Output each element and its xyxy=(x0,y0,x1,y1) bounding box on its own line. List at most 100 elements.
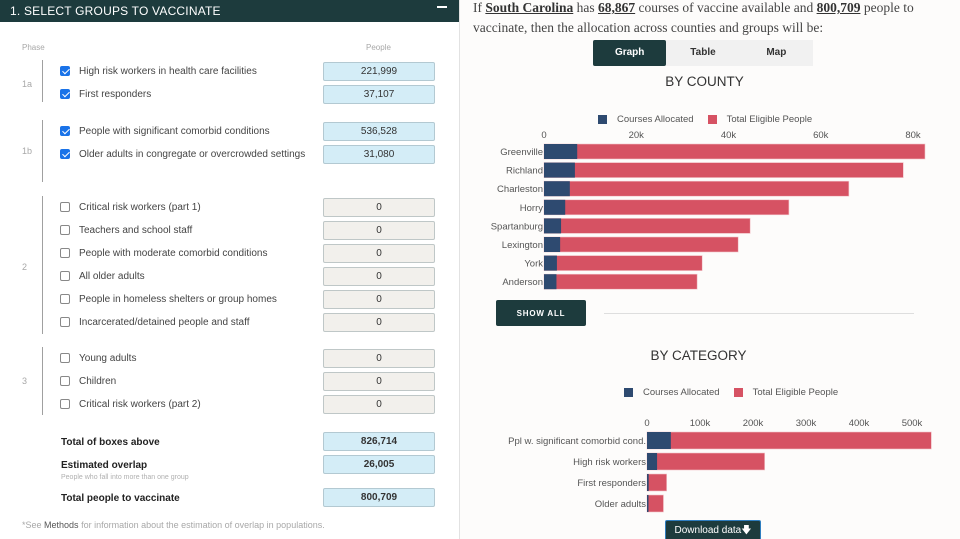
courses-bar[interactable] xyxy=(544,237,561,252)
group-checkbox[interactable] xyxy=(60,271,70,281)
panel-header[interactable]: 1. SELECT GROUPS TO VACCINATE xyxy=(0,0,459,22)
group-checkbox[interactable] xyxy=(60,353,70,363)
x-tick-label: 300k xyxy=(796,418,817,429)
phase-divider xyxy=(42,120,43,182)
group-people-input[interactable]: 0 xyxy=(323,221,435,240)
eligible-bar[interactable] xyxy=(646,431,932,450)
eligible-bar[interactable] xyxy=(543,180,850,197)
x-tick-label: 500k xyxy=(902,418,923,429)
group-people-input[interactable]: 0 xyxy=(323,372,435,391)
county-bar-chart: 0 20k 40k 60k 80k Greenville Richland Charlesto… xyxy=(491,130,926,290)
allocation-panel: If South Carolina has 68,867 courses of … xyxy=(461,0,960,539)
group-row: First responders 37,107 xyxy=(60,85,440,104)
group-checkbox[interactable] xyxy=(60,248,70,258)
group-checkbox[interactable] xyxy=(60,399,70,409)
legend-courses-label: Courses Allocated xyxy=(617,114,694,125)
eligible-bar[interactable] xyxy=(646,473,667,492)
group-checkbox[interactable] xyxy=(60,225,70,235)
group-row: Incarcerated/detained people and staff 0 xyxy=(60,313,440,332)
tab-table[interactable]: Table xyxy=(690,47,716,58)
minus-icon[interactable] xyxy=(437,6,447,8)
x-tick-label: 100k xyxy=(690,418,711,429)
eligible-bar[interactable] xyxy=(543,255,703,271)
phase-label: 1a xyxy=(22,79,33,89)
group-people-input[interactable]: 536,528 xyxy=(323,122,435,141)
category-label: Charleston xyxy=(497,184,543,195)
eligible-swatch xyxy=(733,388,743,397)
eligible-bar[interactable] xyxy=(543,199,790,216)
group-people-input[interactable]: 0 xyxy=(323,395,435,414)
download-data-button[interactable]: Download data🡇 xyxy=(665,520,761,539)
courses-bar[interactable] xyxy=(544,199,566,215)
tab-map[interactable]: Map xyxy=(766,47,787,58)
phase-label: 2 xyxy=(22,262,28,272)
legend-eligible: Total Eligible People xyxy=(707,114,812,125)
eligible-bar[interactable] xyxy=(543,162,904,178)
group-people-input[interactable]: 37,107 xyxy=(323,85,435,104)
eligible-bar[interactable] xyxy=(646,452,765,471)
group-row: People in homeless shelters or group hom… xyxy=(60,290,440,309)
state-link[interactable]: South Carolina xyxy=(485,0,574,15)
x-tick-label: 200k xyxy=(743,418,764,429)
category-label: Ppl w. significant comorbid cond. xyxy=(508,436,646,447)
courses-bar[interactable] xyxy=(544,255,557,271)
overlap-value: 26,005 xyxy=(323,455,435,474)
group-checkbox[interactable] xyxy=(60,66,70,76)
group-checkbox[interactable] xyxy=(60,317,70,327)
eligible-bar[interactable] xyxy=(646,494,664,513)
county-chart-legend: Courses Allocated Total Eligible People xyxy=(598,114,826,125)
legend-courses-label: Courses Allocated xyxy=(643,387,720,398)
courses-bar[interactable] xyxy=(544,144,578,159)
eligible-bar[interactable] xyxy=(543,218,751,234)
group-checkbox[interactable] xyxy=(60,149,70,159)
group-label: People with moderate comorbid conditions xyxy=(79,248,268,259)
group-row: People with significant comorbid conditi… xyxy=(60,122,440,141)
eligible-bar[interactable] xyxy=(543,236,739,253)
courses-bar[interactable] xyxy=(647,453,658,470)
category-chart-title: BY CATEGORY xyxy=(650,348,747,363)
group-row: Children 0 xyxy=(60,372,440,391)
group-row: Teachers and school staff 0 xyxy=(60,221,440,240)
people-to-vaccinate-link[interactable]: 800,709 xyxy=(816,0,861,15)
x-tick-label: 20k xyxy=(629,130,645,141)
group-checkbox[interactable] xyxy=(60,202,70,212)
group-people-input[interactable]: 31,080 xyxy=(323,145,435,164)
courses-bar[interactable] xyxy=(544,218,562,234)
group-people-input[interactable]: 0 xyxy=(323,244,435,263)
legend-courses: Courses Allocated xyxy=(624,387,720,398)
tab-graph[interactable]: Graph xyxy=(593,40,667,66)
category-label: Older adults xyxy=(595,499,646,510)
group-checkbox[interactable] xyxy=(60,126,70,136)
courses-bar[interactable] xyxy=(647,432,671,449)
group-label: First responders xyxy=(79,89,152,100)
footnote-prefix: *See xyxy=(22,520,45,530)
group-people-input[interactable]: 0 xyxy=(323,313,435,332)
group-label: People with significant comorbid conditi… xyxy=(79,126,270,137)
group-people-input[interactable]: 0 xyxy=(323,267,435,286)
courses-bar[interactable] xyxy=(647,495,649,512)
group-people-input[interactable]: 0 xyxy=(323,198,435,217)
group-checkbox[interactable] xyxy=(60,376,70,386)
eligible-swatch xyxy=(707,115,717,124)
group-row: Critical risk workers (part 2) 0 xyxy=(60,395,440,414)
section-divider xyxy=(604,313,914,314)
group-people-input[interactable]: 0 xyxy=(323,290,435,309)
overlap-row: Estimated overlap 26,005 xyxy=(61,455,441,474)
group-people-input[interactable]: 221,999 xyxy=(323,62,435,81)
courses-bar[interactable] xyxy=(544,274,557,290)
group-people-input[interactable]: 0 xyxy=(323,349,435,368)
show-all-button[interactable]: SHOW ALL xyxy=(496,300,586,326)
group-checkbox[interactable] xyxy=(60,294,70,304)
total-vaccinate-label: Total people to vaccinate xyxy=(61,493,180,504)
legend-eligible-label: Total Eligible People xyxy=(752,387,839,398)
courses-available-link[interactable]: 68,867 xyxy=(598,0,636,15)
group-label: Incarcerated/detained people and staff xyxy=(79,317,250,328)
courses-bar[interactable] xyxy=(647,474,649,491)
eligible-bar[interactable] xyxy=(543,143,926,160)
category-label: High risk workers xyxy=(573,457,646,468)
group-checkbox[interactable] xyxy=(60,89,70,99)
courses-bar[interactable] xyxy=(544,162,575,178)
courses-bar[interactable] xyxy=(544,181,570,197)
eligible-bar[interactable] xyxy=(543,273,698,290)
methods-link[interactable]: Methods xyxy=(44,520,79,530)
